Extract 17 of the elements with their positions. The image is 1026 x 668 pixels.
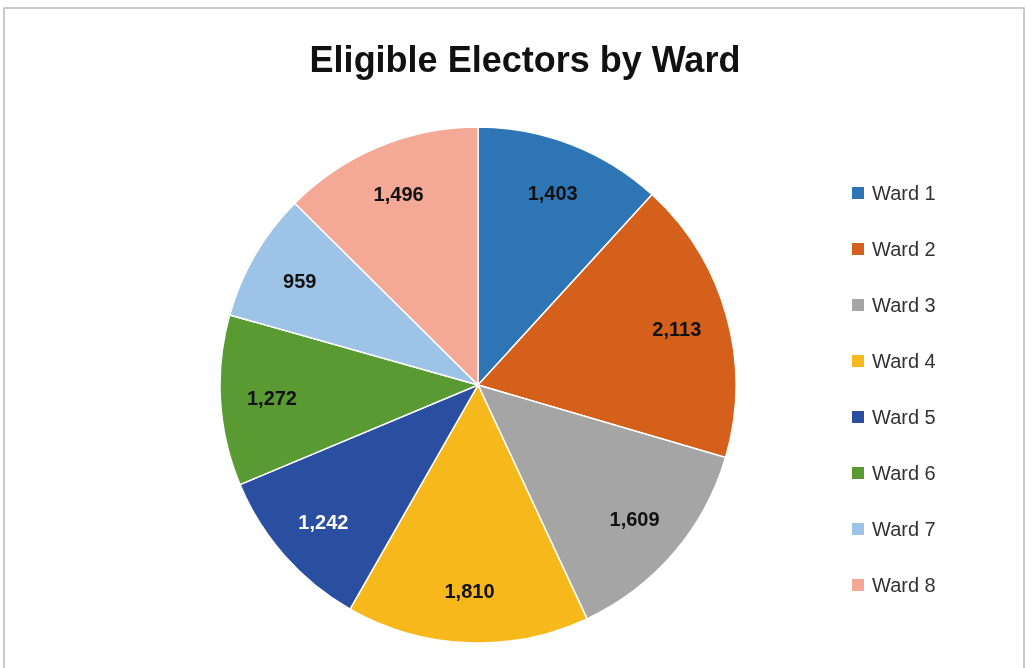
data-label: 1,242 xyxy=(298,510,349,533)
legend-label: Ward 6 xyxy=(872,462,936,484)
legend-label: Ward 4 xyxy=(872,350,936,372)
data-label: 1,403 xyxy=(527,181,578,204)
legend-label: Ward 7 xyxy=(872,518,936,540)
data-label: 959 xyxy=(283,270,317,292)
legend-label: Ward 1 xyxy=(872,182,936,204)
legend-label: Ward 5 xyxy=(872,406,936,428)
data-label: 1,272 xyxy=(246,386,298,409)
data-label: 2,113 xyxy=(652,318,702,341)
legend-label: Ward 2 xyxy=(872,238,936,260)
legend-label: Ward 3 xyxy=(872,294,936,316)
data-label: 1,609 xyxy=(609,508,660,531)
legend-label: Ward 8 xyxy=(872,574,936,596)
data-label: 1,496 xyxy=(373,183,424,206)
chart-title: Eligible Electors by Ward xyxy=(309,39,741,80)
data-label: 1,810 xyxy=(444,580,495,603)
